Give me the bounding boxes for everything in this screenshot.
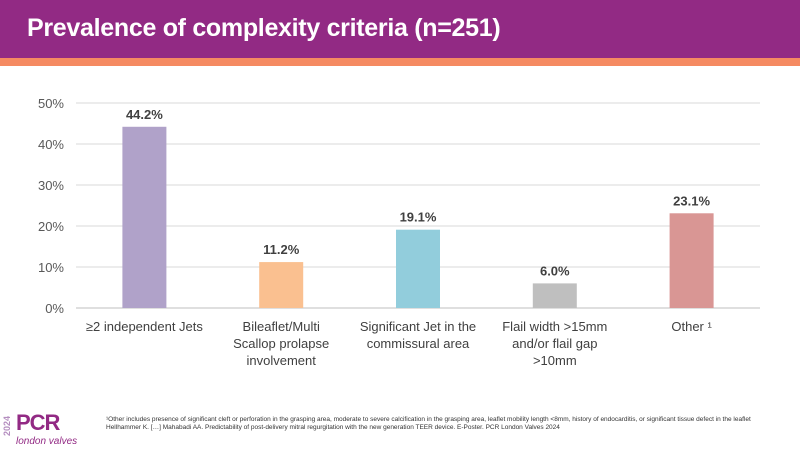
y-tick-label: 50%	[38, 96, 64, 111]
data-label: 19.1%	[400, 210, 437, 225]
y-tick-label: 0%	[45, 301, 64, 316]
bar	[669, 213, 714, 308]
y-tick-label: 30%	[38, 178, 64, 193]
data-label: 11.2%	[263, 242, 300, 257]
x-tick-label: Scallop prolapse	[233, 336, 329, 351]
title-bar: Prevalence of complexity criteria (n=251…	[0, 0, 800, 58]
y-tick-label: 40%	[38, 137, 64, 152]
accent-band	[0, 58, 800, 66]
x-tick-label: Other ¹	[671, 319, 712, 334]
x-tick-label: >10mm	[533, 353, 577, 368]
page-title: Prevalence of complexity criteria (n=251…	[27, 14, 501, 42]
y-tick-label: 10%	[38, 260, 64, 275]
logo-brand: PCR	[16, 410, 60, 435]
data-label: 23.1%	[673, 193, 710, 208]
x-tick-label: Flail width >15mm	[502, 319, 607, 334]
logo-subtitle: london valves	[16, 436, 78, 447]
y-tick-label: 20%	[38, 219, 64, 234]
x-tick-label: involvement	[247, 353, 317, 368]
reference: Hellhammer K. […] Mahabadi AA. Predictab…	[106, 424, 560, 431]
bar-chart: 0% 10% 20% 30% 40% 50% 44.2% ≥2 independent Jet…	[38, 96, 760, 368]
data-label: 44.2%	[126, 107, 163, 122]
x-tick-label: commissural area	[367, 336, 470, 351]
bar	[396, 229, 440, 308]
x-tick-label: Bileaflet/Multi	[243, 319, 320, 334]
logo-year: 2024	[2, 416, 12, 437]
bar	[122, 126, 167, 308]
bar	[532, 283, 577, 308]
footnote: ¹Other includes presence of significant …	[106, 416, 751, 423]
x-tick-label: and/or flail gap	[512, 336, 597, 351]
footer: ¹Other includes presence of significant …	[106, 416, 786, 432]
bar	[259, 262, 304, 308]
x-tick-label: ≥2 independent Jets	[86, 319, 204, 334]
x-tick-label: Significant Jet in the	[360, 319, 476, 334]
data-label: 6.0%	[540, 263, 570, 278]
